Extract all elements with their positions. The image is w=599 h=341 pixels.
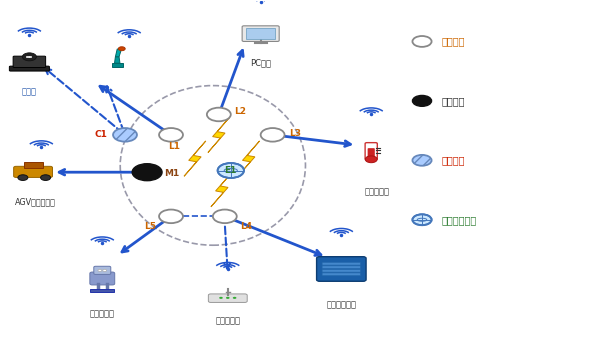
Polygon shape	[184, 141, 206, 176]
Circle shape	[365, 156, 377, 163]
Circle shape	[18, 175, 28, 180]
Circle shape	[132, 164, 162, 181]
FancyBboxPatch shape	[322, 266, 361, 269]
Circle shape	[233, 297, 237, 299]
Circle shape	[41, 175, 50, 180]
Text: 非法節點: 非法節點	[441, 96, 465, 106]
Text: 機器人節點: 機器人節點	[90, 310, 115, 318]
Text: 邊緣運算節點: 邊緣運算節點	[326, 300, 356, 309]
Polygon shape	[238, 141, 259, 176]
Polygon shape	[211, 172, 232, 207]
Circle shape	[413, 214, 431, 225]
Text: L1: L1	[168, 142, 180, 151]
Circle shape	[207, 108, 231, 121]
Text: AGV自動運輸車: AGV自動運輸車	[15, 197, 56, 206]
Text: PC節點: PC節點	[250, 58, 271, 67]
Bar	[111, 63, 123, 67]
FancyBboxPatch shape	[94, 266, 111, 275]
Circle shape	[413, 36, 431, 47]
Circle shape	[261, 128, 285, 142]
Circle shape	[113, 128, 137, 142]
Text: L3: L3	[289, 129, 301, 138]
FancyBboxPatch shape	[242, 26, 279, 42]
Bar	[90, 290, 114, 293]
Text: C1: C1	[94, 130, 107, 139]
Circle shape	[213, 210, 237, 223]
FancyBboxPatch shape	[368, 148, 375, 159]
Polygon shape	[114, 57, 120, 63]
Polygon shape	[116, 49, 122, 57]
Circle shape	[217, 163, 244, 178]
Circle shape	[219, 297, 223, 299]
Text: 感測器節點: 感測器節點	[365, 187, 390, 196]
FancyBboxPatch shape	[90, 272, 115, 285]
Text: L5: L5	[144, 222, 156, 231]
Bar	[24, 162, 43, 168]
Text: M1: M1	[164, 169, 179, 178]
Circle shape	[413, 155, 431, 166]
Text: E1: E1	[225, 166, 237, 175]
Text: 合法節點: 合法節點	[441, 36, 465, 46]
Text: 複製節點: 複製節點	[441, 155, 465, 165]
Bar	[246, 28, 275, 39]
Text: 邊緣運算節點: 邊緣運算節點	[441, 215, 477, 225]
FancyBboxPatch shape	[14, 166, 53, 177]
Circle shape	[413, 95, 431, 106]
Text: 攻擊者: 攻擊者	[22, 87, 37, 96]
FancyBboxPatch shape	[317, 257, 366, 281]
Circle shape	[98, 269, 102, 271]
Circle shape	[226, 297, 229, 299]
Text: L4: L4	[240, 222, 252, 231]
Polygon shape	[208, 117, 229, 152]
Circle shape	[119, 47, 125, 51]
FancyBboxPatch shape	[13, 56, 46, 68]
FancyBboxPatch shape	[365, 143, 377, 160]
Text: L2: L2	[234, 107, 246, 116]
FancyBboxPatch shape	[208, 294, 247, 302]
Circle shape	[159, 128, 183, 142]
Circle shape	[159, 210, 183, 223]
Circle shape	[22, 53, 37, 61]
Text: 路由器節點: 路由器節點	[215, 316, 240, 325]
Circle shape	[103, 269, 107, 271]
FancyBboxPatch shape	[322, 273, 361, 276]
FancyBboxPatch shape	[322, 262, 361, 265]
FancyBboxPatch shape	[10, 66, 49, 71]
FancyBboxPatch shape	[322, 269, 361, 272]
